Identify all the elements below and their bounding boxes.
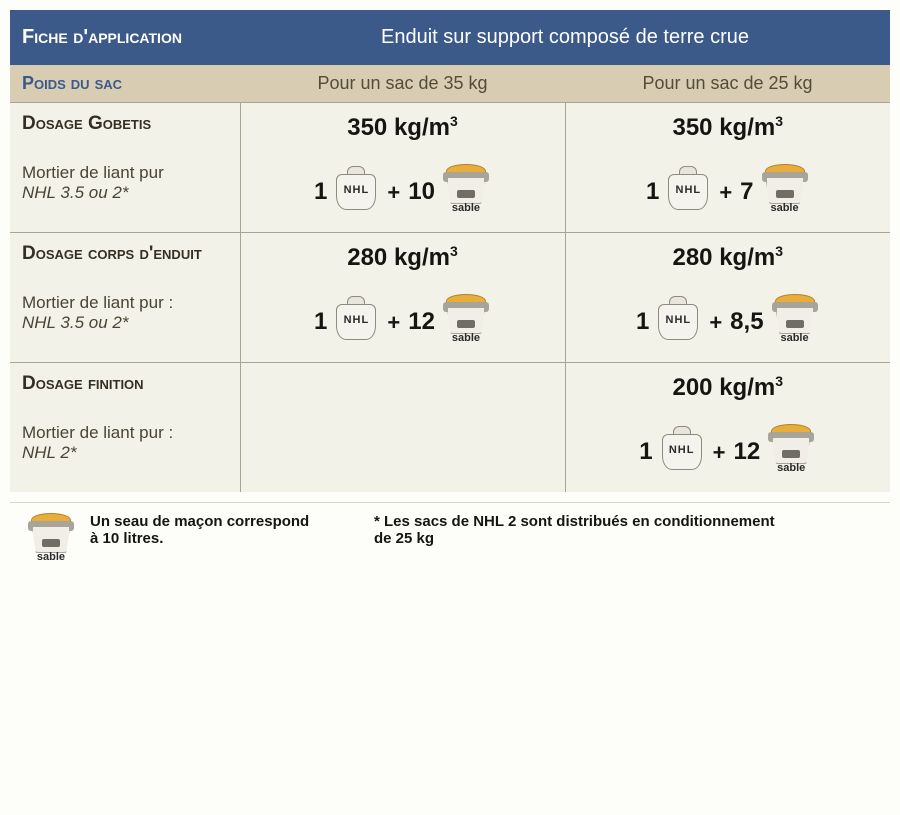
- application-table: Fiche d'application Enduit sur support c…: [10, 10, 890, 492]
- bucket-icon: sable: [770, 294, 820, 342]
- row-title: Dosage Gobetis: [22, 113, 228, 135]
- dosage-value: 280 kg/m3: [253, 243, 553, 272]
- row-sub-line1: Mortier de liant pur :: [22, 423, 173, 442]
- row-sub: Mortier de liant pur NHL 3.5 ou 2*: [22, 163, 228, 203]
- row-label-cell: Dosage corps d'enduit Mortier de liant p…: [10, 233, 240, 363]
- bucket-icon: sable: [441, 294, 491, 342]
- nhl-qty: 1: [636, 308, 649, 336]
- table-row: Dosage corps d'enduit Mortier de liant p…: [10, 233, 890, 363]
- row-label-cell: Dosage Gobetis Mortier de liant pur NHL …: [10, 103, 240, 233]
- table-row: Dosage finition Mortier de liant pur : N…: [10, 363, 890, 493]
- footer-note: Un seau de maçon correspond à 10 litres.: [90, 513, 320, 547]
- bucket-icon: sable: [26, 513, 76, 561]
- mix-formula: 1 NHL + 12 sable: [578, 424, 879, 472]
- bucket-icon: sable: [441, 164, 491, 212]
- plus-sign: +: [387, 180, 400, 206]
- row-title: Dosage corps d'enduit: [22, 243, 228, 265]
- sable-qty: 12: [408, 308, 435, 336]
- bucket-icon: sable: [766, 424, 816, 472]
- sable-qty: 12: [734, 438, 761, 466]
- bucket-icon: sable: [760, 164, 810, 212]
- header-row: Fiche d'application Enduit sur support c…: [10, 10, 890, 65]
- nhl-bag-icon: NHL: [665, 166, 711, 212]
- row-sub-line1: Mortier de liant pur :: [22, 293, 173, 312]
- nhl-qty: 1: [646, 178, 659, 206]
- dosage-value: 200 kg/m3: [578, 373, 879, 402]
- row-sub-line1: Mortier de liant pur: [22, 163, 164, 182]
- subheader-col2: Pour un sac de 25 kg: [565, 65, 890, 103]
- sable-qty: 10: [408, 178, 435, 206]
- subheader-col1: Pour un sac de 35 kg: [240, 65, 565, 103]
- cell-35kg: 280 kg/m3 1 NHL + 12 sable: [240, 233, 565, 363]
- cell-35kg-empty: [240, 363, 565, 493]
- row-title: Dosage finition: [22, 373, 228, 395]
- plus-sign: +: [719, 180, 732, 206]
- header-left: Fiche d'application: [10, 10, 240, 65]
- nhl-qty: 1: [314, 308, 327, 336]
- dosage-value: 280 kg/m3: [578, 243, 879, 272]
- row-sub: Mortier de liant pur : NHL 3.5 ou 2*: [22, 293, 228, 333]
- dosage-value: 350 kg/m3: [578, 113, 879, 142]
- cell-25kg: 200 kg/m3 1 NHL + 12 sable: [565, 363, 890, 493]
- footer: sable Un seau de maçon correspond à 10 l…: [10, 502, 890, 575]
- table-row: Dosage Gobetis Mortier de liant pur NHL …: [10, 103, 890, 233]
- cell-35kg: 350 kg/m3 1 NHL + 10 sable: [240, 103, 565, 233]
- header-right: Enduit sur support composé de terre crue: [240, 10, 890, 65]
- plus-sign: +: [713, 440, 726, 466]
- cell-25kg: 280 kg/m3 1 NHL + 8,5 sable: [565, 233, 890, 363]
- plus-sign: +: [709, 310, 722, 336]
- row-sub-line2: NHL 2*: [22, 443, 77, 462]
- nhl-bag-icon: NHL: [655, 296, 701, 342]
- subheader-left: Poids du sac: [10, 65, 240, 103]
- footer-star-note: * Les sacs de NHL 2 sont distribués en c…: [374, 513, 794, 547]
- row-sub-line2: NHL 3.5 ou 2*: [22, 313, 128, 332]
- sable-qty: 7: [740, 178, 753, 206]
- nhl-qty: 1: [639, 438, 652, 466]
- mix-formula: 1 NHL + 7 sable: [578, 164, 879, 212]
- cell-25kg: 350 kg/m3 1 NHL + 7 sable: [565, 103, 890, 233]
- nhl-bag-icon: NHL: [333, 166, 379, 212]
- row-sub-line2: NHL 3.5 ou 2*: [22, 183, 128, 202]
- plus-sign: +: [387, 310, 400, 336]
- mix-formula: 1 NHL + 12 sable: [253, 294, 553, 342]
- nhl-bag-icon: NHL: [333, 296, 379, 342]
- dosage-value: 350 kg/m3: [253, 113, 553, 142]
- row-sub: Mortier de liant pur : NHL 2*: [22, 423, 228, 463]
- mix-formula: 1 NHL + 10 sable: [253, 164, 553, 212]
- sable-qty: 8,5: [730, 308, 763, 336]
- mix-formula: 1 NHL + 8,5 sable: [578, 294, 879, 342]
- nhl-qty: 1: [314, 178, 327, 206]
- nhl-bag-icon: NHL: [659, 426, 705, 472]
- subheader-row: Poids du sac Pour un sac de 35 kg Pour u…: [10, 65, 890, 103]
- row-label-cell: Dosage finition Mortier de liant pur : N…: [10, 363, 240, 493]
